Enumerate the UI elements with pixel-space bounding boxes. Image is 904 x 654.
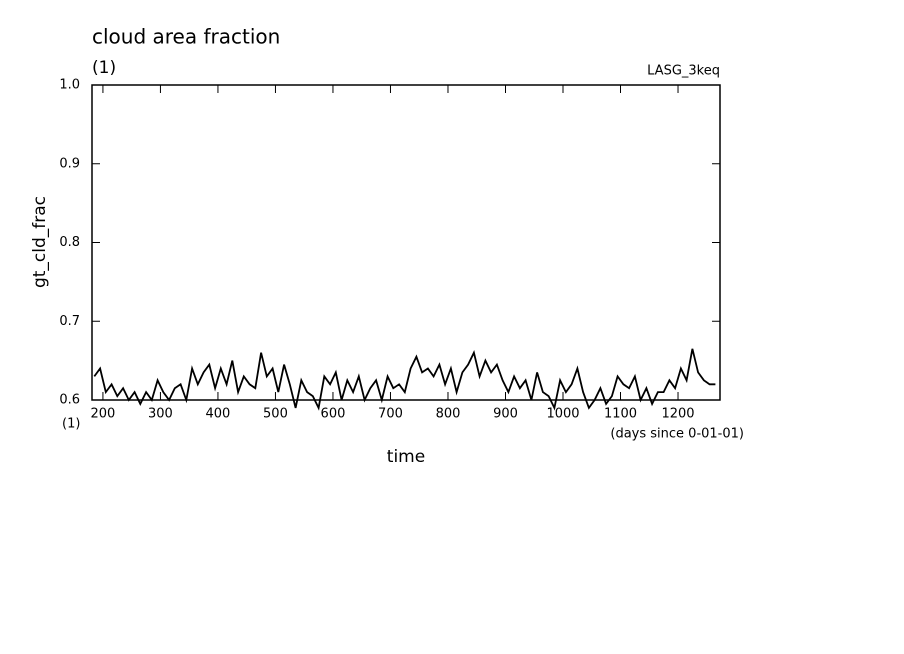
x-tick-label: 300 xyxy=(148,407,173,422)
x-tick-label: 1200 xyxy=(661,407,694,422)
x-tick-label: 400 xyxy=(206,407,231,422)
x-tick-label: 500 xyxy=(263,407,288,422)
plot-frame xyxy=(91,84,721,401)
x-tick-label: 700 xyxy=(378,407,403,422)
y-tick-label: 0.8 xyxy=(59,235,80,250)
y-tick-label: 0.6 xyxy=(59,393,80,408)
x-tick-label: 600 xyxy=(321,407,346,422)
x-units: (days since 0-01-01) xyxy=(610,427,744,442)
y-tick-label: 1.0 xyxy=(59,78,80,93)
x-tick-label: 800 xyxy=(436,407,461,422)
x-tick-label: 1000 xyxy=(546,407,579,422)
x-tick-label: 200 xyxy=(91,407,116,422)
x-tick-label: 1100 xyxy=(604,407,637,422)
x-units-left: (1) xyxy=(62,417,80,432)
y-tick-label: 0.7 xyxy=(59,314,80,329)
data-line xyxy=(93,348,716,411)
x-tick-label: 900 xyxy=(493,407,518,422)
y-axis-label: gt_cld_frac xyxy=(30,196,50,288)
x-axis-label: time xyxy=(387,447,425,467)
chart-title: cloud area fraction xyxy=(92,25,280,49)
subtitle: (1) xyxy=(92,58,116,78)
source-label: LASG_3keq xyxy=(647,64,720,79)
y-tick-label: 0.9 xyxy=(59,156,80,171)
